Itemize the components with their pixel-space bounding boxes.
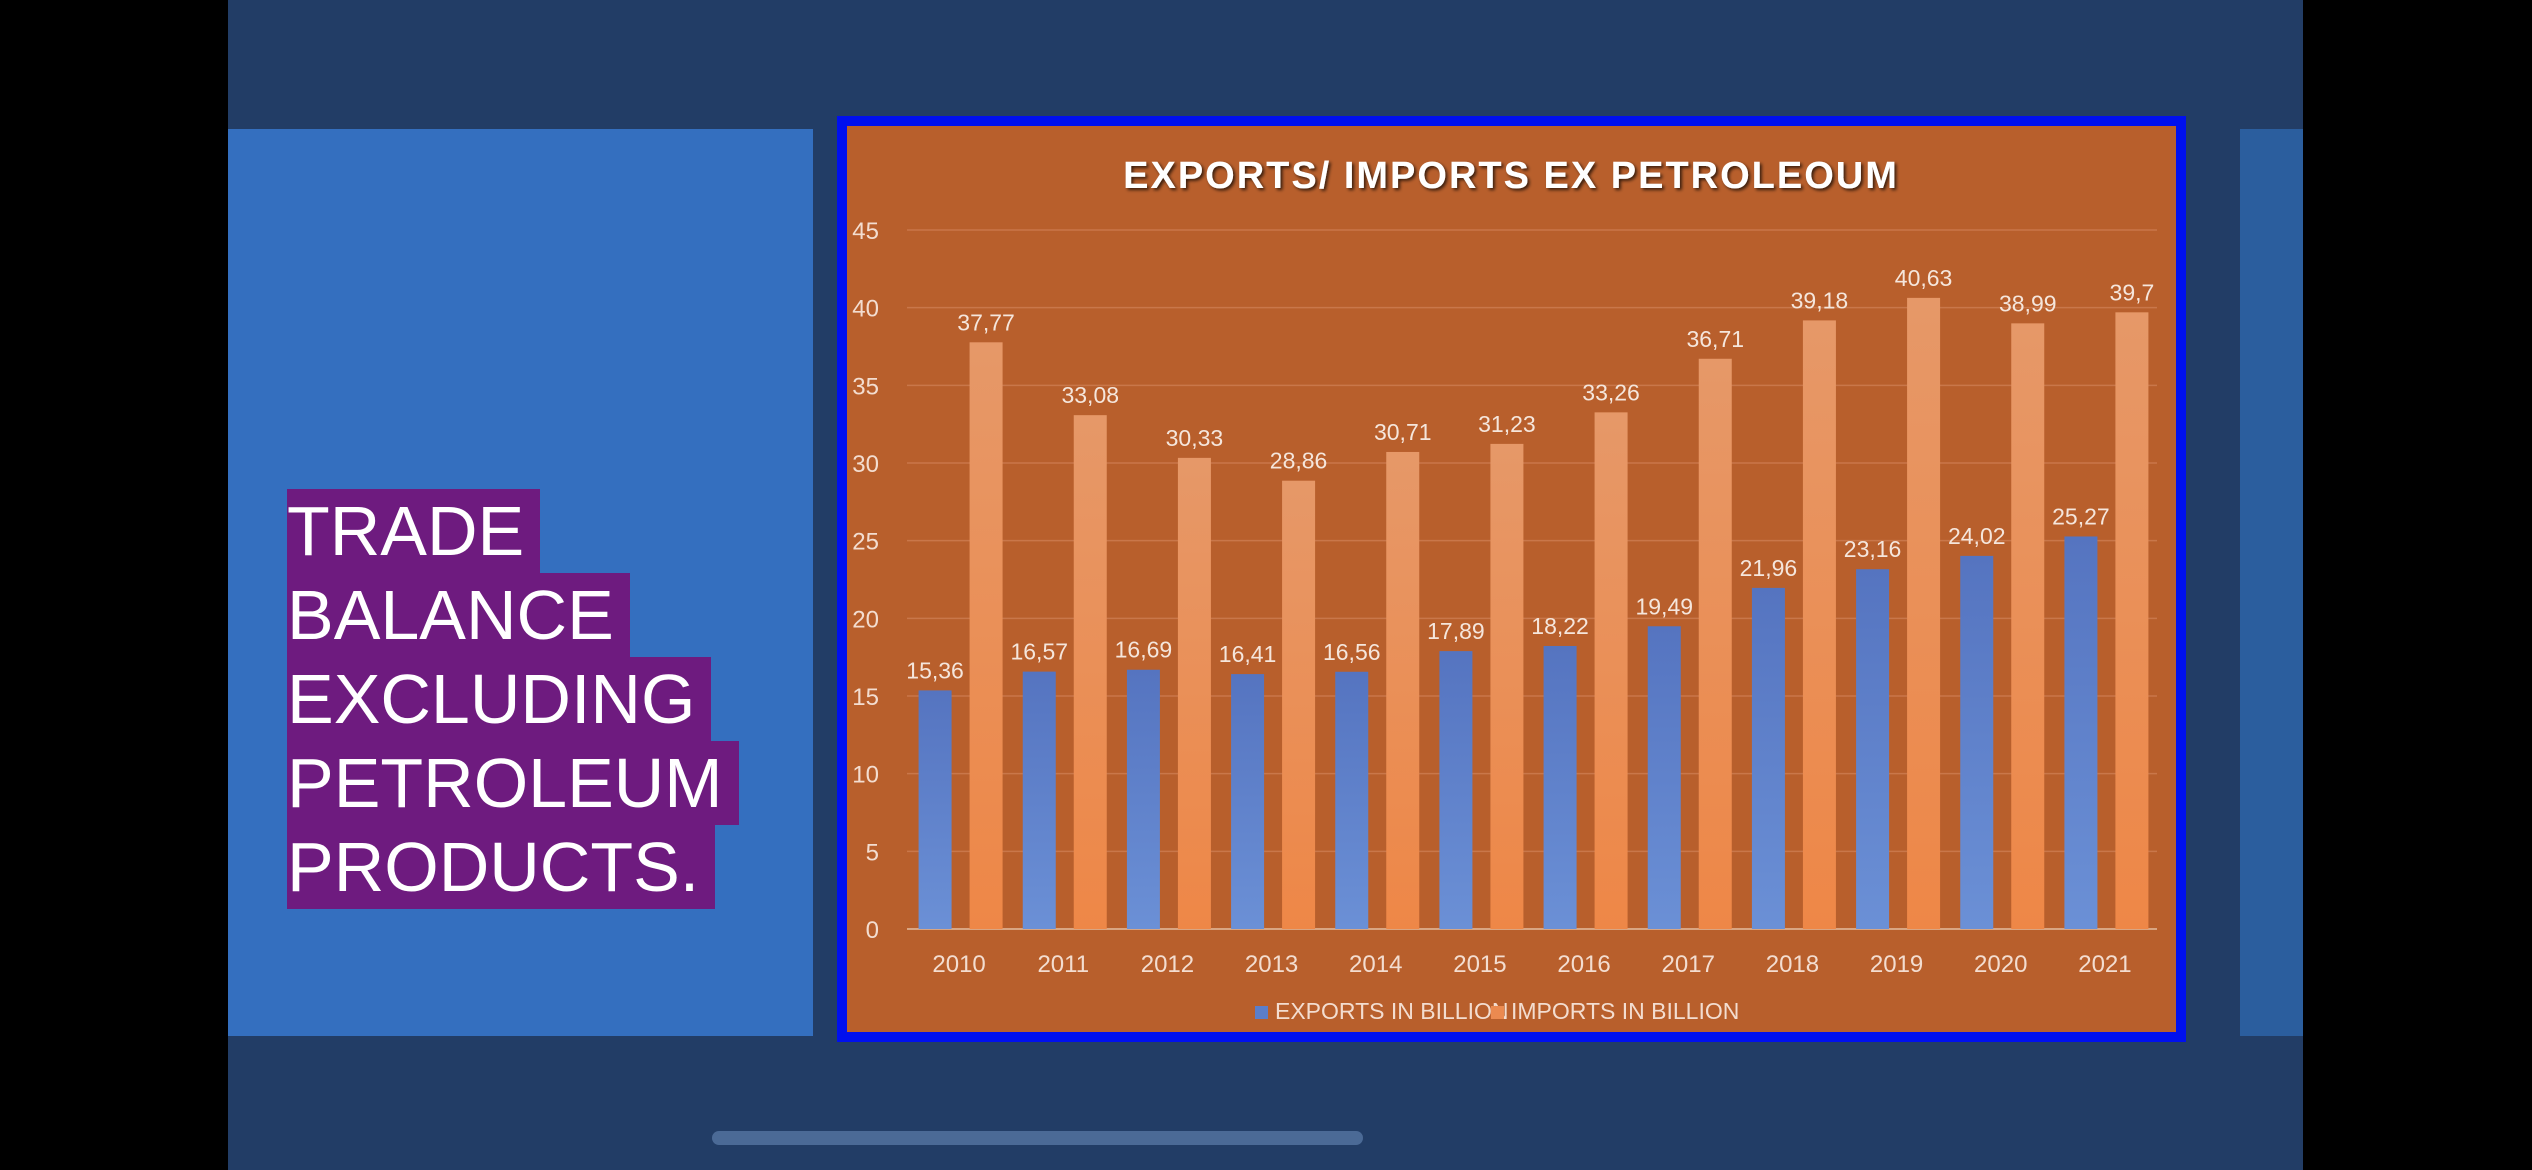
data-label: 24,02 (1948, 523, 2006, 549)
exports-bar[interactable] (2064, 536, 2098, 929)
data-label: 18,22 (1531, 613, 1589, 639)
data-label: 15,36 (906, 657, 964, 683)
exports-bar[interactable] (1751, 587, 1785, 929)
x-tick-label: 2020 (1974, 951, 2027, 978)
exports-bar[interactable] (1022, 671, 1056, 929)
x-tick-label: 2021 (2078, 951, 2131, 978)
chart-title: EXPORTS/ IMPORTS EX PETROLEOUM (1123, 155, 1899, 197)
data-label: 16,41 (1219, 641, 1277, 667)
data-label: 36,71 (1686, 326, 1744, 352)
imports-bar[interactable] (2115, 312, 2149, 929)
slide-title-line: BALANCE (287, 573, 630, 657)
data-label: 21,96 (1740, 555, 1798, 581)
exports-bar[interactable] (1231, 674, 1265, 929)
data-label: 39,7 (2110, 279, 2155, 305)
data-label: 30,33 (1166, 425, 1224, 451)
data-label: 33,08 (1061, 382, 1119, 408)
y-axis: 0 5 10 15 20 25 30 35 40 45 (852, 218, 879, 944)
imports-bar[interactable] (1594, 412, 1628, 929)
data-label: 16,56 (1323, 639, 1381, 665)
imports-bar[interactable] (1907, 297, 1941, 929)
exports-bar[interactable] (1543, 645, 1577, 929)
x-tick-label: 2018 (1766, 951, 1819, 978)
legend-label: EXPORTS IN BILLION (1275, 998, 1508, 1024)
x-axis: 2010 2011 2012 2013 2014 2015 2016 2017 2018 2019… (932, 951, 2131, 978)
data-label: 40,63 (1895, 265, 1953, 291)
x-tick-label: 2017 (1662, 951, 1715, 978)
y-tick-label: 15 (852, 684, 879, 711)
slide-title-line: EXCLUDING (287, 657, 712, 741)
y-tick-label: 10 (852, 762, 879, 789)
exports-bar[interactable] (1960, 555, 1994, 929)
x-tick-label: 2019 (1870, 951, 1923, 978)
x-tick-label: 2012 (1141, 951, 1194, 978)
imports-bar[interactable] (1802, 320, 1836, 929)
x-tick-label: 2011 (1037, 951, 1089, 978)
gridlines (907, 229, 2157, 930)
legend-swatch (1255, 1006, 1268, 1019)
imports-bar[interactable] (1698, 358, 1732, 929)
imports-bar[interactable] (2011, 323, 2045, 929)
imports-bar[interactable] (1490, 443, 1524, 929)
chart-frame[interactable]: EXPORTS/ IMPORTS EX PETROLEOUM 0 5 10 15 20 2… (837, 116, 2186, 1042)
title-panel: TRADE BALANCE EXCLUDING PETROLEUM PRODUC… (228, 129, 813, 1036)
data-label: 17,89 (1427, 618, 1485, 644)
y-tick-label: 40 (852, 296, 879, 323)
y-tick-label: 30 (852, 451, 879, 478)
bar-chart: EXPORTS/ IMPORTS EX PETROLEOUM 051015202… (852, 155, 2157, 1024)
data-label: 28,86 (1270, 448, 1328, 474)
y-tick-label: 0 (866, 917, 879, 944)
data-label: 16,57 (1010, 639, 1068, 665)
imports-bar[interactable] (969, 342, 1003, 929)
data-label: 16,69 (1115, 637, 1173, 663)
exports-bar[interactable] (918, 690, 952, 929)
slide-title: TRADE BALANCE EXCLUDING PETROLEUM PRODUC… (287, 489, 739, 909)
y-tick-label: 45 (852, 218, 879, 245)
legend-swatch (1491, 1006, 1504, 1019)
exports-bar[interactable] (1439, 651, 1473, 929)
x-tick-label: 2010 (932, 951, 985, 978)
imports-bar[interactable] (1386, 451, 1420, 929)
imports-bar[interactable] (1177, 457, 1211, 929)
data-label: 30,71 (1374, 419, 1432, 445)
slide-title-line: TRADE (287, 489, 541, 573)
chart-legend: EXPORTS IN BILLION IMPORTS IN BILLION (1255, 998, 1739, 1024)
data-label: 39,18 (1791, 287, 1849, 313)
imports-bar[interactable] (1073, 415, 1107, 929)
data-label: 37,77 (957, 309, 1015, 335)
bars (918, 297, 2149, 929)
exports-bar[interactable] (1856, 569, 1890, 929)
x-tick-label: 2015 (1453, 951, 1506, 978)
data-label: 25,27 (2052, 503, 2110, 529)
data-label: 33,26 (1582, 379, 1640, 405)
data-labels: 15,36 37,77 16,57 33,08 16,69 30,33 16,41 28,86… (906, 265, 2154, 684)
exports-bar[interactable] (1647, 626, 1681, 929)
data-label: 23,16 (1844, 536, 1902, 562)
exports-bar[interactable] (1335, 671, 1369, 929)
slide-stage: TRADE BALANCE EXCLUDING PETROLEUM PRODUC… (228, 0, 2303, 1170)
x-tick-label: 2016 (1557, 951, 1610, 978)
imports-bar[interactable] (1282, 480, 1316, 929)
data-label: 19,49 (1635, 593, 1693, 619)
y-tick-label: 5 (866, 839, 879, 866)
y-tick-label: 20 (852, 606, 879, 633)
next-slide-edge (2240, 129, 2303, 1036)
data-label: 31,23 (1478, 411, 1536, 437)
exports-bar[interactable] (1126, 669, 1160, 929)
x-tick-label: 2014 (1349, 951, 1402, 978)
y-tick-label: 35 (852, 373, 879, 400)
y-tick-label: 25 (852, 529, 879, 556)
home-indicator[interactable] (712, 1131, 1363, 1145)
x-tick-label: 2013 (1245, 951, 1298, 978)
data-label: 38,99 (1999, 290, 2057, 316)
slide-title-line: PRODUCTS. (287, 825, 716, 909)
legend-label: IMPORTS IN BILLION (1511, 998, 1739, 1024)
slide-title-line: PETROLEUM (287, 741, 739, 825)
